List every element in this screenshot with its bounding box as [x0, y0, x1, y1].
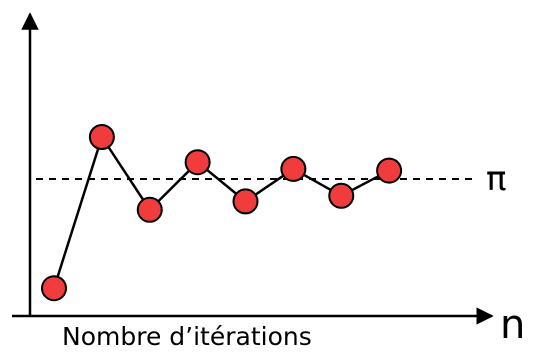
reference-line-label: π: [486, 159, 506, 199]
data-point-6: [280, 155, 307, 182]
data-point-8: [376, 157, 403, 184]
data-point-2: [88, 124, 115, 150]
data-point-4: [184, 149, 211, 176]
x-axis-symbol: n: [500, 302, 525, 348]
x-axis-label: Nombre d’itérations: [62, 322, 312, 351]
data-point-1: [41, 275, 67, 302]
data-point-7: [328, 182, 355, 209]
series-layer: [41, 124, 403, 302]
series-line: [52, 135, 390, 289]
data-point-5: [232, 188, 259, 215]
data-point-3: [136, 196, 163, 223]
